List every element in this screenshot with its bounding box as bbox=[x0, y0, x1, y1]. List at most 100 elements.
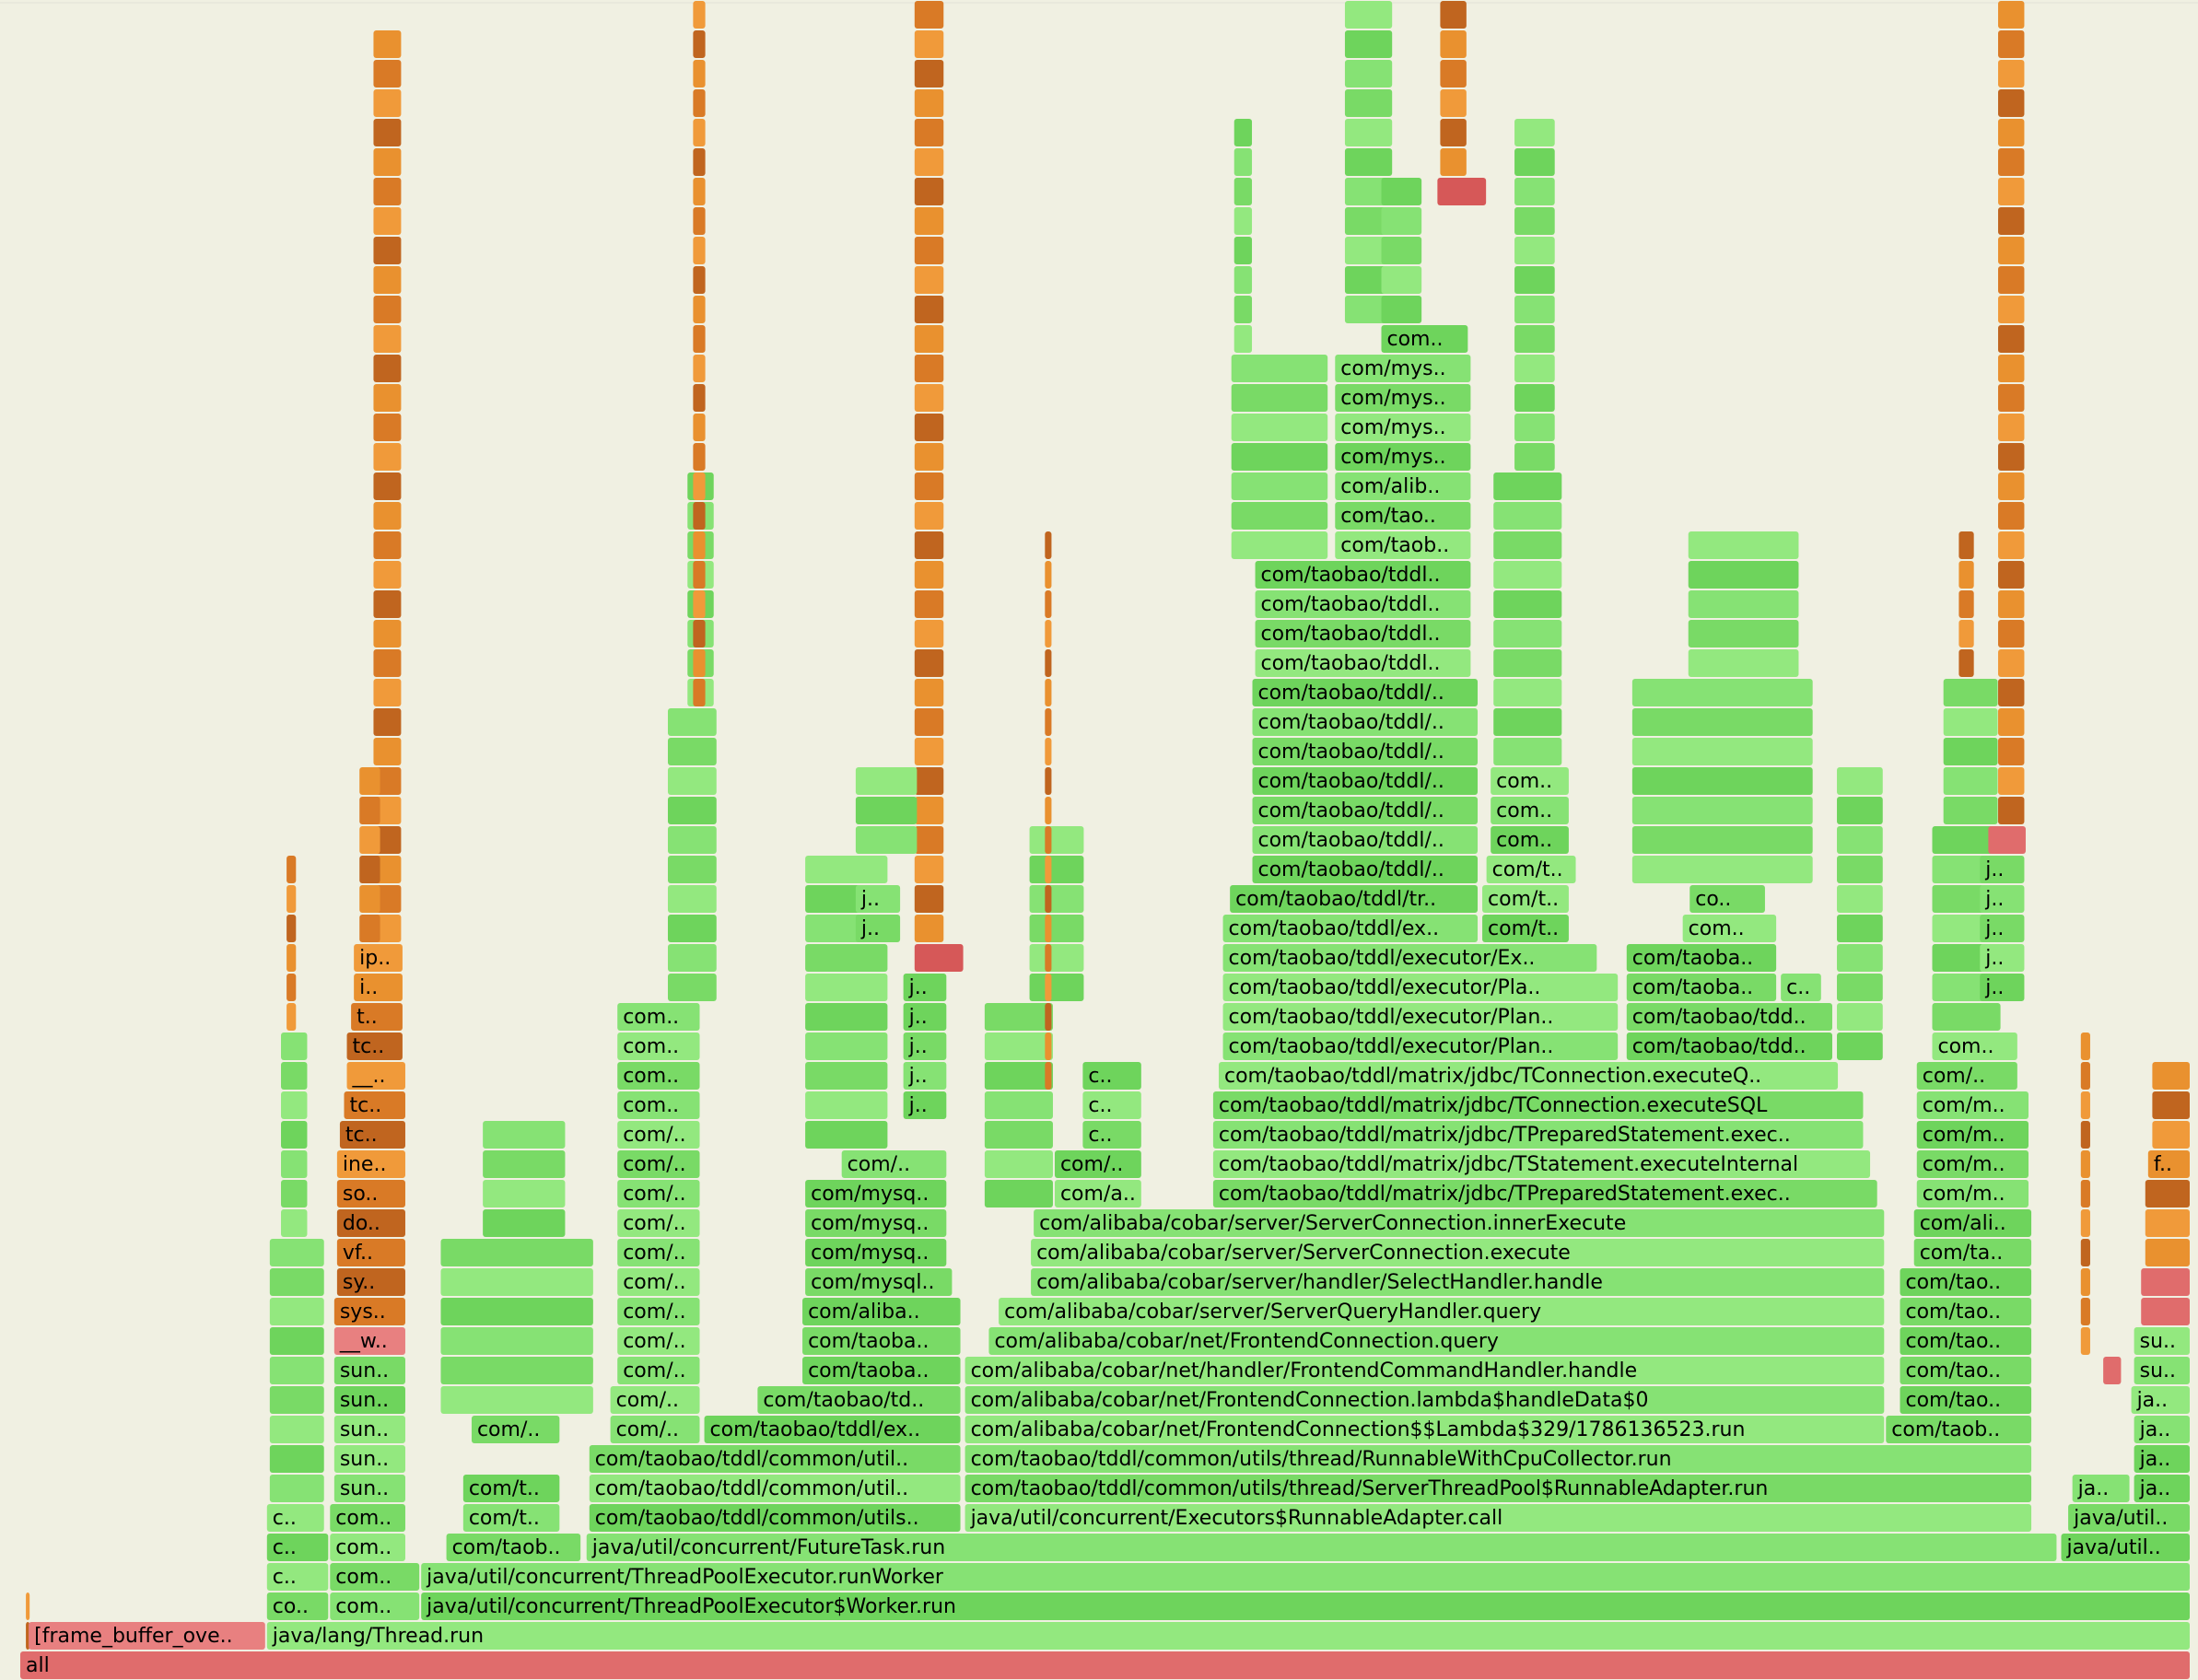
frame-label: com/.. bbox=[623, 1212, 685, 1235]
tower-frame bbox=[1631, 679, 1813, 706]
tower-frame bbox=[914, 738, 944, 765]
tower-frame bbox=[914, 178, 944, 205]
frame bbox=[1900, 1268, 2032, 1296]
frame-label: com/.. bbox=[623, 1330, 685, 1353]
tower-frame bbox=[667, 826, 717, 854]
tower-frame bbox=[914, 826, 944, 854]
frame-label: com/alibaba/cobar/server/handler/SelectH… bbox=[1036, 1271, 1603, 1294]
frame-label: com/mys.. bbox=[1340, 416, 1445, 439]
frame bbox=[1252, 679, 1479, 706]
frame-label: com/mys.. bbox=[1340, 357, 1445, 380]
frame-label: com/aliba.. bbox=[808, 1301, 920, 1324]
tower-frame bbox=[373, 708, 402, 736]
frame bbox=[1212, 1180, 1877, 1208]
tower-frame bbox=[1631, 767, 1813, 795]
frame bbox=[2141, 1268, 2190, 1296]
frame-label: com/.. bbox=[623, 1183, 685, 1206]
tower-frame bbox=[2080, 1298, 2090, 1325]
frame-label: tc.. bbox=[349, 1094, 381, 1117]
frame-label: java/util/concurrent/ThreadPoolExecutor$… bbox=[426, 1595, 956, 1618]
tower-frame bbox=[1943, 738, 1998, 765]
tower-frame bbox=[693, 178, 706, 205]
tower-frame bbox=[1233, 266, 1253, 294]
tower-frame bbox=[1998, 708, 2025, 736]
frame bbox=[2145, 1239, 2190, 1266]
tower-frame bbox=[2080, 1032, 2090, 1060]
frame-label: com/tao.. bbox=[1906, 1389, 2002, 1412]
tower-frame bbox=[914, 60, 944, 88]
frame bbox=[999, 1298, 1885, 1325]
tower-frame bbox=[373, 797, 402, 824]
tower-frame bbox=[693, 266, 706, 294]
frame-label: com/taobao/tddl/executor/Plan.. bbox=[1229, 1006, 1554, 1029]
frame bbox=[1916, 1062, 2017, 1090]
tower-frame bbox=[2080, 1268, 2090, 1296]
tower-frame bbox=[359, 885, 380, 913]
tower-frame bbox=[1381, 266, 1422, 294]
frame bbox=[266, 1504, 324, 1532]
frame bbox=[1491, 767, 1569, 795]
tower-frame bbox=[483, 1209, 566, 1237]
tower-frame bbox=[483, 1121, 566, 1149]
frame-label: f.. bbox=[2154, 1153, 2172, 1176]
tower-frame bbox=[1440, 119, 1467, 146]
frame-label: co.. bbox=[1695, 888, 1731, 911]
tower-frame bbox=[1029, 915, 1084, 942]
frame bbox=[2145, 1180, 2190, 1208]
frame bbox=[421, 1592, 2190, 1620]
frame bbox=[2068, 1504, 2190, 1532]
tower-frame bbox=[914, 856, 944, 883]
frame-label: com/taobao/tddl.. bbox=[1261, 593, 1441, 616]
frame-label: com.. bbox=[623, 1094, 679, 1117]
tower-frame bbox=[914, 797, 944, 824]
frame bbox=[2134, 1327, 2190, 1355]
frame bbox=[1932, 1032, 2017, 1060]
frame-label: com/.. bbox=[1923, 1065, 1985, 1088]
frame-label: sun.. bbox=[340, 1389, 389, 1412]
tower-frame bbox=[373, 266, 402, 294]
frame bbox=[1212, 1091, 1864, 1119]
tower-frame bbox=[693, 679, 706, 706]
frame-label: com/taobao/tddl.. bbox=[1261, 652, 1441, 675]
tower-frame bbox=[1045, 944, 1052, 972]
tower-frame bbox=[1837, 797, 1883, 824]
tower-frame bbox=[693, 443, 706, 471]
frame-label: com/mysq.. bbox=[811, 1242, 929, 1265]
tower-frame bbox=[440, 1386, 593, 1414]
frame-label: com/taobao/tddl/.. bbox=[1258, 682, 1444, 705]
tower-frame bbox=[1029, 826, 1084, 854]
frame-label: com.. bbox=[1689, 917, 1745, 940]
tower-frame bbox=[1493, 590, 1562, 618]
tower-frame bbox=[1998, 443, 2025, 471]
tower-frame bbox=[1998, 178, 2025, 205]
tower-frame bbox=[914, 885, 944, 913]
tower-frame bbox=[373, 414, 402, 441]
tower-frame bbox=[1998, 266, 2025, 294]
tower-frame bbox=[1998, 207, 2025, 235]
tower-frame bbox=[1631, 738, 1813, 765]
frame-label: com/taob.. bbox=[1340, 534, 1449, 557]
tower-frame bbox=[440, 1298, 593, 1325]
frame-label: com/.. bbox=[477, 1418, 540, 1441]
frame bbox=[1682, 915, 1777, 942]
frame bbox=[1252, 797, 1479, 824]
tower-frame bbox=[914, 119, 944, 146]
tower-frame bbox=[914, 531, 944, 559]
tower-frame bbox=[914, 443, 944, 471]
tower-frame bbox=[1998, 561, 2025, 589]
frame bbox=[1980, 885, 2025, 913]
frame bbox=[1230, 885, 1479, 913]
frame-label: c.. bbox=[273, 1507, 297, 1530]
tower-frame bbox=[914, 207, 944, 235]
frame bbox=[333, 1475, 405, 1502]
tower-frame bbox=[1837, 767, 1883, 795]
frame-label: com/taobao/tddl/common/utils.. bbox=[595, 1507, 919, 1530]
tower-frame bbox=[1233, 119, 1253, 146]
frame bbox=[471, 1416, 560, 1443]
tower-frame bbox=[281, 1209, 308, 1237]
tower-frame bbox=[1231, 443, 1328, 471]
frame bbox=[805, 1180, 947, 1208]
tower-frame bbox=[1493, 561, 1562, 589]
frame-label: com/taobao/tddl/ex.. bbox=[1229, 917, 1440, 940]
frame bbox=[333, 1298, 405, 1325]
